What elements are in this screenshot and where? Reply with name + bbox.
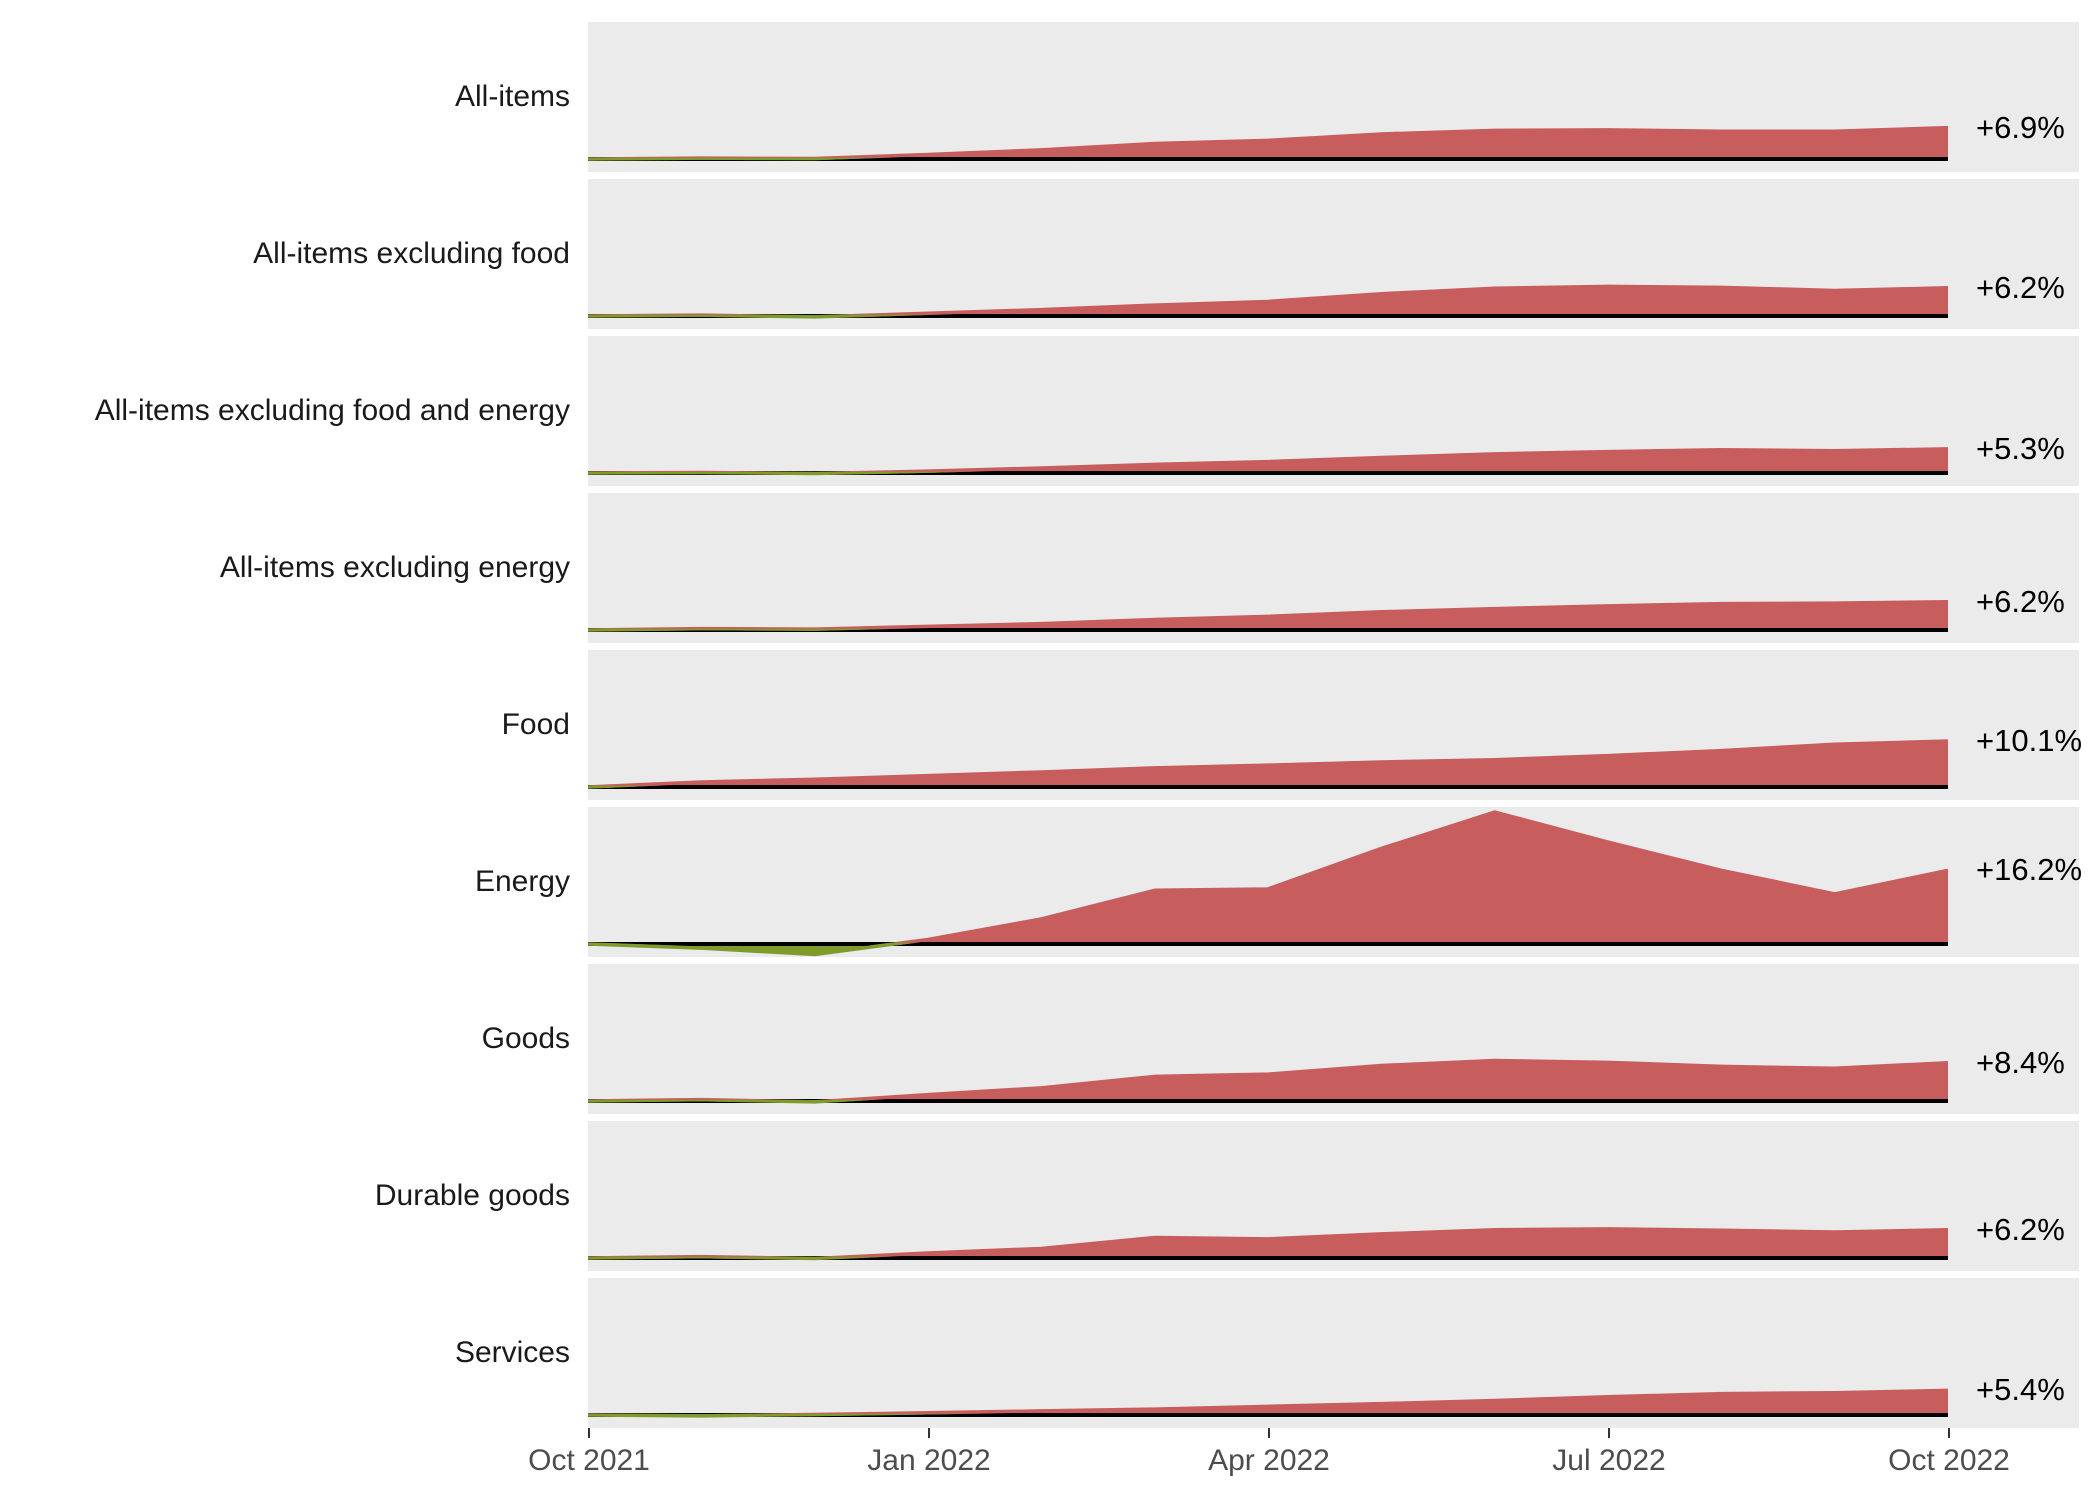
- row-label: Durable goods: [374, 1179, 570, 1212]
- chart-row: Energy +16.2%: [0, 807, 2100, 957]
- final-value-label: +8.4%: [1976, 1044, 2065, 1080]
- axis-tick-mark: [1608, 1428, 1610, 1438]
- row-label: All-items excluding food: [253, 237, 570, 270]
- row-label: All-items excluding food and energy: [94, 394, 570, 427]
- final-value-label: +6.2%: [1976, 269, 2065, 305]
- row-label: Services: [454, 1336, 570, 1369]
- chart-row: Services +5.4%: [0, 1278, 2100, 1428]
- chart-panel: +5.3%: [588, 336, 2079, 486]
- row-label: Goods: [481, 1022, 570, 1055]
- row-label: Energy: [474, 865, 570, 898]
- area-sparkline: [588, 739, 1949, 789]
- area-sparkline: [588, 600, 1949, 632]
- final-value-label: +6.2%: [1976, 1211, 2065, 1247]
- area-sparkline: [588, 284, 1949, 319]
- final-value-label: +16.2%: [1976, 852, 2083, 888]
- chart-panel: +6.2%: [588, 493, 2079, 643]
- chart-panel: +5.4%: [588, 1278, 2079, 1428]
- axis-tick-label: Oct 2021: [528, 1444, 650, 1477]
- axis-tick-mark: [928, 1428, 930, 1438]
- final-value-label: +5.3%: [1976, 430, 2065, 466]
- chart-row: All-items +6.9%: [0, 22, 2100, 172]
- final-value-label: +10.1%: [1976, 723, 2083, 758]
- row-label: All-items: [454, 80, 570, 113]
- final-value-label: +5.4%: [1976, 1372, 2065, 1408]
- chart-row: Goods +8.4%: [0, 964, 2100, 1114]
- chart-row: All-items excluding food and energy +5.3%: [0, 336, 2100, 486]
- chart-panel: +10.1%: [588, 650, 2083, 800]
- row-label: Food: [501, 708, 570, 741]
- chart-panel: +8.4%: [588, 964, 2079, 1114]
- area-sparkline: [588, 125, 1949, 161]
- final-value-label: +6.9%: [1976, 109, 2065, 145]
- chart-row: All-items excluding food +6.2%: [0, 179, 2100, 329]
- area-sparkline: [588, 1388, 1949, 1418]
- area-sparkline: [588, 447, 1949, 476]
- final-value-label: +6.2%: [1976, 583, 2065, 619]
- area-sparkline: [588, 810, 1949, 957]
- chart-panel: +16.2%: [588, 807, 2083, 957]
- axis-tick-label: Jan 2022: [867, 1444, 991, 1477]
- chart-row: Durable goods +6.2%: [0, 1121, 2100, 1271]
- chart-row: All-items excluding energy +6.2%: [0, 493, 2100, 643]
- axis-tick-label: Jul 2022: [1552, 1444, 1666, 1477]
- axis-tick-mark: [1948, 1428, 1950, 1438]
- chart-panel: +6.2%: [588, 179, 2079, 329]
- axis-tick-mark: [588, 1428, 590, 1438]
- chart-panel: +6.2%: [588, 1121, 2079, 1271]
- area-sparkline: [588, 1058, 1949, 1104]
- axis-tick-label: Apr 2022: [1208, 1444, 1330, 1477]
- chart-row: Food +10.1%: [0, 650, 2100, 800]
- axis-tick-label: Oct 2022: [1888, 1444, 2010, 1477]
- axis-tick-mark: [1268, 1428, 1270, 1438]
- chart-panel: +6.9%: [588, 22, 2079, 172]
- row-label: All-items excluding energy: [219, 551, 570, 584]
- area-sparkline: [588, 1227, 1949, 1261]
